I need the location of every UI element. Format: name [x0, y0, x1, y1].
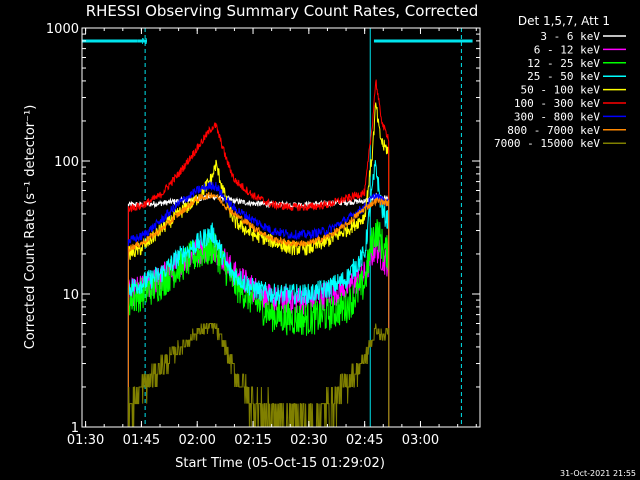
y-tick-label: 1000 — [46, 22, 79, 37]
y-tick-label: 10 — [62, 288, 79, 303]
footer-timestamp: 31-Oct-2021 21:55 — [560, 469, 636, 478]
x-tick-label: 02:00 — [178, 433, 215, 448]
flag-label: N — [141, 37, 147, 46]
chart-title: RHESSI Observing Summary Count Rates, Co… — [86, 2, 479, 20]
series-line — [127, 192, 390, 428]
legend-entry: 3 - 6 keV — [540, 30, 600, 43]
legend-entry: 300 - 800 keV — [514, 110, 600, 123]
legend-entry: 12 - 25 keV — [527, 57, 600, 70]
y-tick-label: 100 — [54, 155, 79, 170]
x-tick-label: 03:00 — [402, 433, 439, 448]
x-tick-label: 01:30 — [67, 433, 104, 448]
y-axis-label: Corrected Count Rate (s⁻¹ detector⁻¹) — [23, 105, 38, 350]
x-tick-label: 02:15 — [234, 433, 271, 448]
y-tick-label: 1 — [71, 421, 79, 436]
observing-flags: N — [82, 37, 473, 46]
legend-entry: 50 - 100 keV — [521, 84, 601, 97]
legend-entry: 7000 - 15000 keV — [494, 137, 600, 150]
x-tick-label: 02:45 — [346, 433, 383, 448]
x-axis-label: Start Time (05-Oct-15 01:29:02) — [175, 456, 385, 471]
axes: 01:30 01:45 02:00 02:15 02:30 02:45 03:00 1 10 10… — [46, 22, 481, 448]
series-line — [127, 323, 390, 428]
series-line — [127, 219, 390, 428]
series-lines — [127, 79, 390, 428]
x-tick-label: 02:30 — [290, 433, 327, 448]
plot-frame — [81, 27, 481, 428]
legend-entry: 800 - 7000 keV — [507, 124, 600, 137]
spacecraft-event-lines — [144, 28, 462, 427]
x-tick-label: 01:45 — [123, 433, 160, 448]
series-line — [127, 191, 390, 428]
legend-entry: 100 - 300 keV — [514, 97, 600, 110]
legend-entry: 25 - 50 keV — [527, 70, 600, 83]
legend-title: Det 1,5,7, Att 1 — [518, 14, 610, 28]
legend-entry: 6 - 12 keV — [534, 43, 601, 56]
series-line — [127, 160, 390, 428]
series-line — [127, 79, 390, 428]
